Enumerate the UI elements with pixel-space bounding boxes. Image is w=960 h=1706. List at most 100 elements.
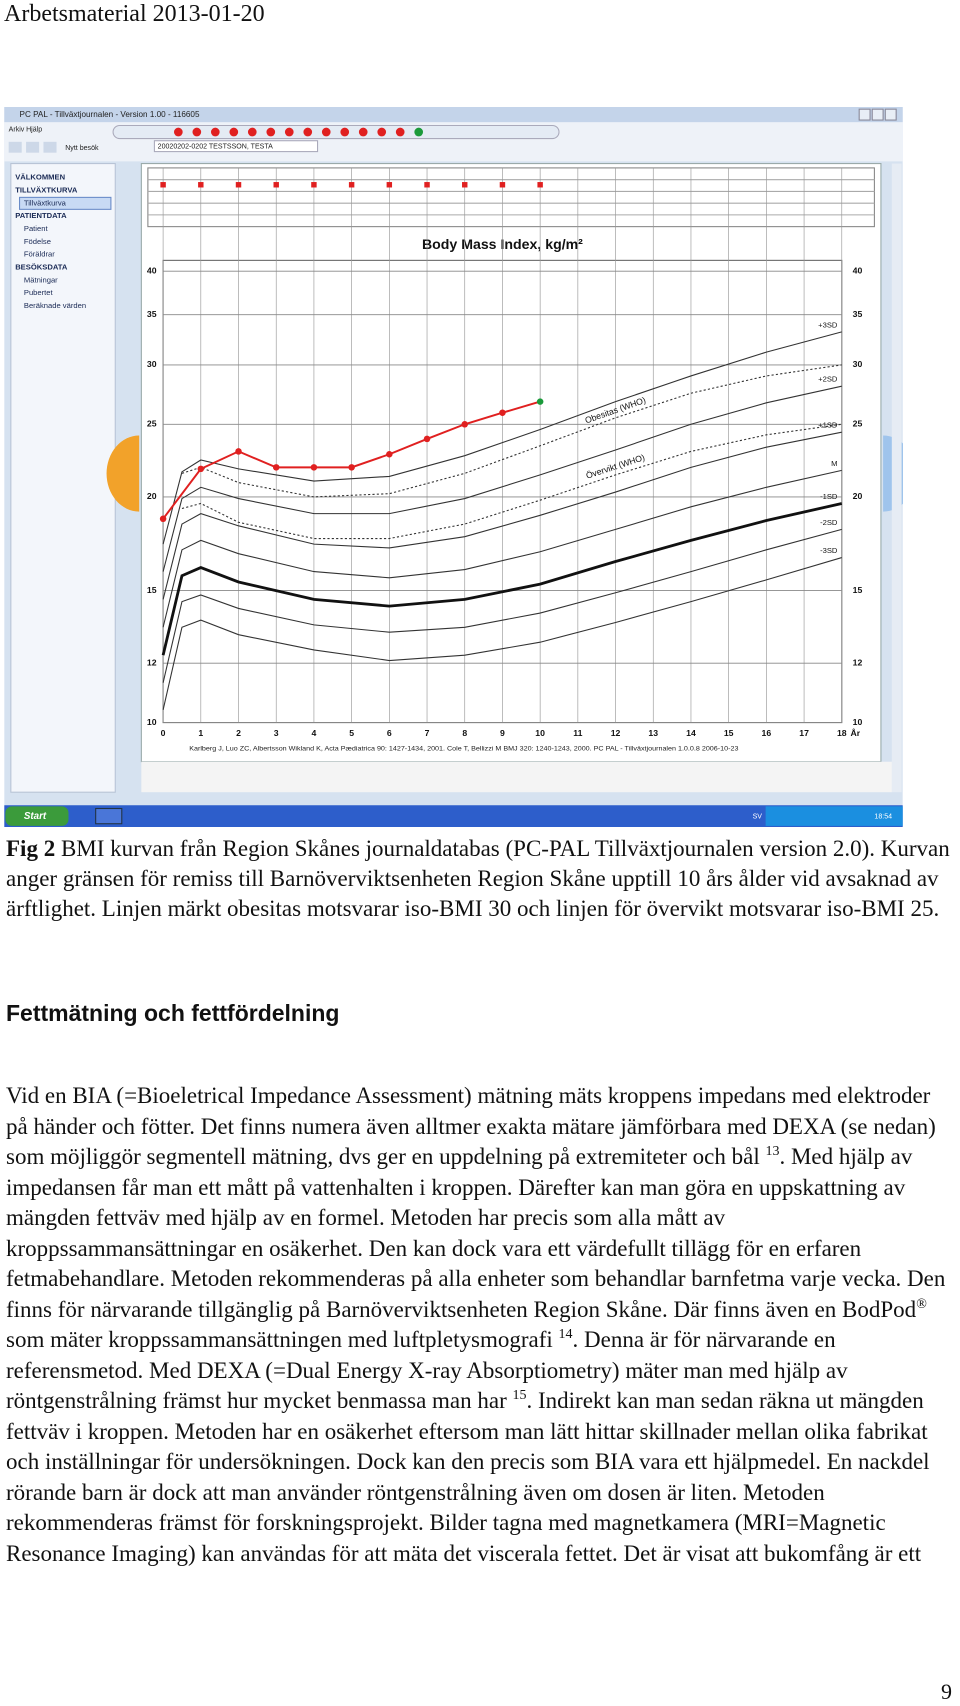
- side-orb-left: [106, 435, 140, 512]
- chart-panel: [140, 163, 882, 763]
- visit-marker: [386, 182, 393, 188]
- visit-dot: [321, 127, 331, 137]
- x-tick-label: 15: [724, 728, 734, 738]
- x-tick-label: 14: [686, 728, 696, 738]
- language: SV: [753, 814, 763, 821]
- sidebar-section: PATIENTDATA: [15, 211, 67, 220]
- series-line: [162, 557, 842, 710]
- y-tick-label: 15: [853, 585, 863, 595]
- x-tick-label: 16: [762, 728, 772, 738]
- x-axis-label: År: [850, 728, 860, 738]
- y-tick-label: 25: [147, 419, 157, 429]
- y-tick-label: 12: [147, 658, 157, 668]
- menu-item[interactable]: Hjälp: [26, 127, 42, 134]
- toolbar-icon[interactable]: [43, 141, 57, 153]
- y-tick-label: 12: [853, 658, 863, 668]
- visit-dots: [173, 127, 424, 137]
- x-tick-label: 0: [161, 728, 166, 738]
- toolbar-icon[interactable]: [26, 141, 40, 153]
- y-tick-label: 35: [147, 309, 157, 319]
- data-point: [348, 464, 355, 471]
- superscript: 15: [512, 1388, 527, 1403]
- tray: [765, 806, 903, 826]
- y-tick-label: 25: [853, 419, 863, 429]
- paragraph-text: Vid en BIA (=Bioeletrical Impedance Asse…: [6, 1083, 936, 1169]
- x-tick-label: 12: [611, 728, 621, 738]
- data-point: [461, 420, 469, 428]
- new-visit-button[interactable]: Nytt besök: [65, 145, 99, 152]
- visit-dot: [377, 127, 387, 137]
- series-line: [162, 385, 842, 572]
- data-point: [235, 448, 242, 455]
- x-tick-label: 10: [535, 728, 545, 738]
- visit-marker: [198, 182, 204, 188]
- paragraph-text: . Denna är för närvarande en referensmet…: [6, 1327, 848, 1413]
- y-tick-label: 35: [853, 309, 863, 319]
- y-tick-label: 20: [147, 491, 157, 501]
- superscript: 14: [558, 1327, 573, 1342]
- close-button[interactable]: [884, 108, 897, 121]
- minimize-button[interactable]: [858, 108, 871, 121]
- curve-label: -3SD: [820, 546, 838, 555]
- data-point: [499, 409, 506, 417]
- sidebar-section: BESÖKSDATA: [15, 263, 68, 272]
- sidebar-item[interactable]: Mätningar: [24, 275, 58, 284]
- series-line: [162, 469, 842, 628]
- curve-label: -1SD: [820, 492, 838, 501]
- x-tick-label: 9: [500, 728, 505, 738]
- bmi-chart: Body Mass Index, kg/m²0 1 2 3 4 5 6 7 8 9 10 11 12 13…: [147, 167, 875, 752]
- data-point: [423, 435, 431, 443]
- data-point: [386, 450, 393, 458]
- x-tick-label: 3: [274, 728, 279, 738]
- sidebar-item[interactable]: Beräknade värden: [24, 301, 86, 310]
- sidebar-item[interactable]: Födelse: [24, 237, 51, 246]
- sidebar-selection: [18, 196, 112, 210]
- visit-marker: [348, 182, 355, 188]
- visit-dot: [303, 127, 313, 137]
- visit-marker: [273, 182, 279, 188]
- visit-dot: [395, 127, 405, 137]
- superscript: 13: [765, 1144, 780, 1159]
- visit-dot: [266, 127, 276, 137]
- series-line: [162, 331, 842, 545]
- figure-caption: Fig 2 BMI kurvan från Region Skånes jour…: [6, 834, 954, 924]
- visit-dot: [192, 127, 202, 137]
- start-button[interactable]: [5, 806, 69, 826]
- maximize-button[interactable]: [871, 108, 884, 121]
- paragraph-text: . Indirekt kan man sedan räkna ut mängde…: [6, 1388, 930, 1566]
- sidebar-item[interactable]: Pubertet: [24, 288, 54, 297]
- task-button[interactable]: [95, 807, 123, 825]
- visit-timeline: [112, 124, 560, 140]
- visit-marker: [462, 182, 468, 188]
- toolbar-icon[interactable]: [8, 141, 22, 153]
- y-tick-label: 10: [853, 717, 863, 727]
- curve-label: +3SD: [818, 320, 838, 329]
- data-point: [536, 398, 544, 405]
- section-heading: Fettmätning och fettfördelning: [6, 1000, 340, 1026]
- x-tick-label: 18: [837, 728, 847, 738]
- window-title: PC PAL - Tillväxtjournalen - Version 1.0…: [20, 110, 200, 119]
- sidebar-item[interactable]: Tillväxtkurva: [24, 198, 67, 207]
- data-point: [159, 515, 167, 523]
- y-tick-label: 30: [853, 359, 863, 369]
- visit-dot: [414, 127, 424, 137]
- x-tick-label: 17: [799, 728, 809, 738]
- series-line: [161, 502, 843, 656]
- page-header: Arbetsmaterial 2013-01-20: [4, 1, 265, 27]
- y-tick-label: 30: [147, 359, 157, 369]
- visit-marker: [499, 182, 506, 188]
- clock: 18:54: [874, 814, 892, 821]
- body-paragraph: Vid en BIA (=Bioeletrical Impedance Asse…: [6, 1081, 956, 1569]
- page-number: 9: [941, 1679, 952, 1704]
- sidebar-item[interactable]: Föräldrar: [24, 250, 55, 259]
- start-label[interactable]: Start: [24, 811, 47, 822]
- sidebar-item[interactable]: Patient: [24, 224, 49, 233]
- menu-item[interactable]: Arkiv: [9, 127, 25, 134]
- visit-dot: [210, 127, 220, 137]
- visit-dot: [340, 127, 350, 137]
- curve-label: -2SD: [820, 518, 838, 527]
- data-point: [310, 464, 318, 471]
- patient-name: 20020202-0202 TESTSSON, TESTA: [158, 144, 273, 151]
- x-tick-label: 7: [425, 728, 430, 738]
- x-tick-label: 8: [462, 728, 467, 738]
